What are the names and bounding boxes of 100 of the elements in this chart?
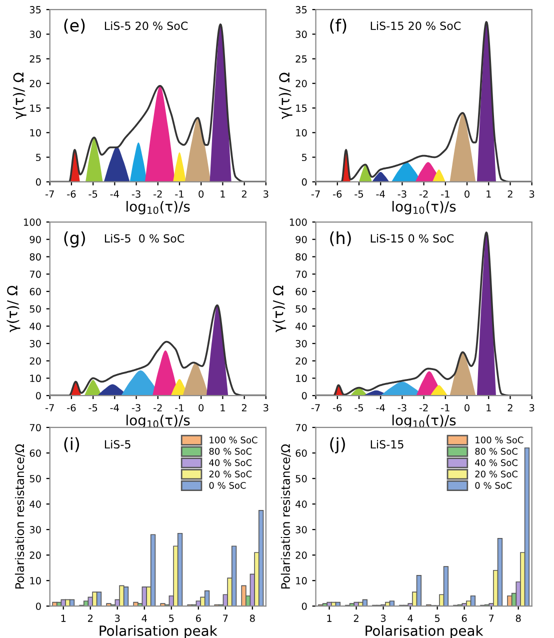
x-tick-label: -7 (311, 190, 320, 198)
x-tick-label: 3 (380, 614, 386, 622)
x-tick-label: -7 (45, 190, 54, 198)
x-tick-label: 8 (516, 614, 521, 622)
y-tick-label: 60 (30, 449, 41, 457)
y-tick-label: 5 (36, 154, 41, 162)
x-tick-label: 0 (198, 404, 204, 412)
x-tick-label: -4 (376, 404, 385, 412)
annotation: (g) (64, 231, 85, 248)
y-tick-label: 100 (290, 218, 307, 226)
legend-label: 100 % SoC (476, 436, 524, 444)
y-tick-label: 90 (296, 236, 307, 244)
x-tick-label: -4 (110, 404, 119, 412)
x-axis-title: log$_{10}$(τ)/s (126, 200, 190, 214)
annotation: LiS-15 20 % SoC (370, 21, 461, 30)
x-tick-label: -2 (154, 190, 162, 198)
x-tick-label: 3 (115, 614, 120, 622)
x-tick-label: 4 (408, 614, 413, 622)
x-tick-label: 3 (529, 404, 534, 412)
x-tick-label: -5 (88, 404, 98, 412)
y-tick-label: 5 (302, 154, 307, 162)
y-tick-label: 0 (302, 178, 307, 186)
y-tick-label: 30 (296, 526, 307, 534)
x-tick-label: -6 (333, 190, 342, 198)
y-tick-label: 10 (30, 577, 41, 584)
x-tick-label: 7 (489, 614, 494, 622)
y-tick-label: 0 (36, 178, 41, 186)
y-axis-title: Polarisation resistance/Ω (280, 444, 291, 589)
x-tick-label: 2 (242, 190, 246, 198)
y-axis-title: γ(τ)/ Ω (12, 72, 26, 120)
y-tick-label: 20 (30, 552, 41, 559)
x-tick-label: -7 (311, 404, 320, 412)
x-tick-label: 2 (88, 614, 92, 622)
y-tick-label: 30 (30, 526, 41, 534)
x-tick-label: 1 (486, 190, 491, 198)
x-tick-label: -5 (88, 190, 98, 198)
x-tick-label: 0 (464, 190, 470, 198)
x-tick-label: -4 (376, 190, 385, 198)
annotation: LiS-15 0 % SoC (370, 234, 454, 243)
x-tick-label: 1 (220, 404, 225, 412)
y-tick-label: 0 (302, 602, 307, 610)
x-tick-label: 1 (220, 190, 225, 198)
y-tick-label: 80 (30, 253, 41, 261)
y-tick-label: 10 (296, 577, 307, 584)
x-tick-label: -1 (441, 190, 450, 198)
legend-label: 20 % SoC (475, 470, 518, 478)
y-tick-label: 60 (30, 288, 41, 296)
x-tick-label: 1 (327, 614, 332, 622)
y-tick-label: 70 (296, 424, 307, 432)
y-tick-label: 50 (30, 474, 41, 482)
x-tick-label: -3 (132, 404, 140, 412)
annotation: LiS-5 0 % SoC (104, 234, 184, 243)
y-tick-label: 35 (296, 6, 307, 14)
annotation: (j) (330, 437, 345, 454)
annotation: (e) (64, 18, 85, 34)
legend-label: 100 % SoC (210, 436, 258, 444)
y-tick-label: 35 (30, 6, 41, 14)
y-tick-label: 50 (296, 305, 307, 313)
y-tick-label: 70 (30, 424, 41, 432)
y-tick-label: 70 (30, 270, 41, 278)
y-tick-label: 15 (296, 104, 307, 112)
x-tick-label: -2 (419, 404, 428, 412)
annotation: (f) (330, 18, 346, 34)
x-tick-label: 2 (508, 404, 512, 412)
y-tick-label: 20 (30, 357, 41, 365)
legend-label: 0 % SoC (209, 482, 246, 489)
legend-label: 40 % SoC (475, 459, 518, 466)
x-tick-label: -2 (419, 190, 428, 198)
x-tick-label: 2 (242, 404, 246, 412)
y-tick-label: 10 (30, 374, 41, 382)
y-tick-label: 0 (302, 392, 307, 400)
x-tick-label: -4 (110, 190, 119, 198)
y-tick-label: 40 (30, 322, 41, 330)
annotation: (i) (64, 437, 80, 452)
legend-label: 20 % SoC (209, 470, 252, 478)
x-tick-label: 3 (264, 190, 268, 198)
y-tick-label: 20 (296, 357, 307, 365)
legend-label: 80 % SoC (209, 448, 252, 455)
y-tick-label: 40 (296, 322, 307, 330)
x-tick-label: 5 (434, 614, 440, 622)
y-axis-title: γ(τ)/ Ω (6, 286, 20, 332)
y-tick-label: 100 (24, 218, 41, 226)
y-tick-label: 60 (296, 288, 307, 296)
y-tick-label: 50 (296, 474, 307, 482)
y-tick-label: 30 (30, 340, 41, 348)
y-tick-label: 30 (296, 340, 307, 348)
y-tick-label: 25 (30, 55, 41, 63)
x-tick-label: -6 (67, 190, 76, 198)
x-tick-label: -3 (398, 190, 406, 198)
x-tick-label: 2 (354, 614, 358, 622)
y-tick-label: 10 (30, 129, 41, 136)
x-tick-label: -3 (132, 190, 140, 198)
x-tick-label: -5 (354, 404, 363, 412)
y-tick-label: 0 (36, 392, 41, 400)
y-tick-label: 10 (296, 374, 307, 382)
y-tick-label: 25 (296, 55, 307, 63)
legend-label: 80 % SoC (475, 448, 518, 455)
x-tick-label: -1 (175, 404, 184, 412)
x-tick-label: 2 (508, 190, 512, 198)
legend-label: 40 % SoC (209, 459, 252, 466)
